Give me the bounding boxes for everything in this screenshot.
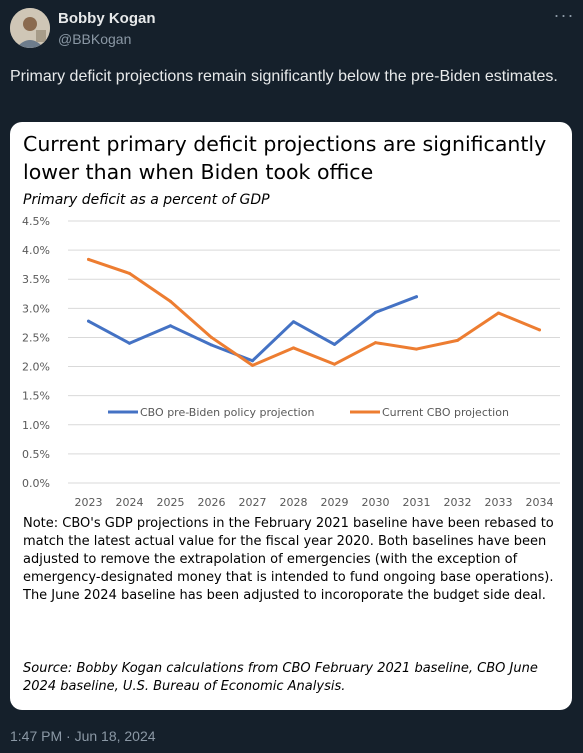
x-tick-label: 2030	[362, 496, 390, 509]
data-point	[497, 311, 500, 315]
line-chart: 0.0% 0.5% 1.0% 1.5% 2.0% 2.5% 3.0% 3.5% 4.0% 4.5%…	[22, 215, 560, 509]
data-point	[251, 363, 254, 367]
x-tick-label: 2033	[485, 496, 513, 509]
author-handle[interactable]: @BBKogan	[58, 31, 132, 47]
x-tick-label: 2029	[321, 496, 349, 509]
data-point	[87, 257, 90, 261]
chart-source: Source: Bobby Kogan calculations from CB…	[23, 661, 538, 694]
data-point	[456, 338, 459, 342]
x-tick-label: 2028	[280, 496, 308, 509]
more-horizontal-icon[interactable]: ···	[553, 5, 575, 25]
data-point	[128, 341, 131, 345]
chart-subtitle: Primary deficit as a percent of GDP	[23, 192, 270, 208]
chart-note: Note: CBO's GDP projections in the Febru…	[23, 516, 554, 603]
x-tick-label: 2032	[444, 496, 472, 509]
data-point	[292, 346, 295, 350]
series-line-1	[87, 295, 418, 363]
y-tick-label: 0.5%	[22, 448, 50, 461]
data-point	[210, 343, 213, 347]
data-point	[87, 319, 90, 323]
data-point	[333, 342, 336, 346]
y-tick-label: 2.5%	[22, 331, 50, 344]
author-display-name[interactable]: Bobby Kogan	[58, 10, 156, 27]
y-tick-label: 3.0%	[22, 302, 50, 315]
data-point	[210, 335, 213, 339]
data-point	[128, 271, 131, 275]
data-point	[374, 310, 377, 314]
x-tick-label: 2027	[239, 496, 267, 509]
y-tick-label: 3.5%	[22, 273, 50, 286]
y-tick-label: 0.0%	[22, 477, 50, 490]
y-tick-label: 1.0%	[22, 419, 50, 432]
y-tick-label: 4.0%	[22, 244, 50, 257]
data-point	[169, 324, 172, 328]
data-point	[374, 341, 377, 345]
tweet-timestamp[interactable]: 1:47 PM · Jun 18, 2024	[10, 728, 156, 744]
y-tick-label: 1.5%	[22, 390, 50, 403]
data-point	[333, 362, 336, 366]
legend-label: CBO pre-Biden policy projection	[140, 406, 314, 419]
tweet-text: Primary deficit projections remain signi…	[10, 68, 558, 85]
x-tick-label: 2034	[526, 496, 554, 509]
y-tick-label: 2.0%	[22, 361, 50, 374]
x-tick-label: 2024	[116, 496, 144, 509]
data-point	[251, 359, 254, 363]
series-line-2	[87, 257, 541, 367]
data-point	[415, 347, 418, 351]
x-tick-label: 2025	[157, 496, 185, 509]
data-point	[415, 295, 418, 299]
data-point	[292, 320, 295, 324]
data-point	[169, 299, 172, 303]
legend-label: Current CBO projection	[382, 406, 509, 419]
chart-title: Current primary deficit projections are …	[23, 132, 547, 184]
x-tick-label: 2026	[198, 496, 226, 509]
y-tick-label: 4.5%	[22, 215, 50, 228]
tweet-image[interactable]: Current primary deficit projections are …	[10, 122, 572, 710]
x-tick-label: 2031	[403, 496, 431, 509]
x-tick-label: 2023	[75, 496, 103, 509]
data-point	[538, 328, 541, 332]
avatar[interactable]	[10, 8, 50, 48]
